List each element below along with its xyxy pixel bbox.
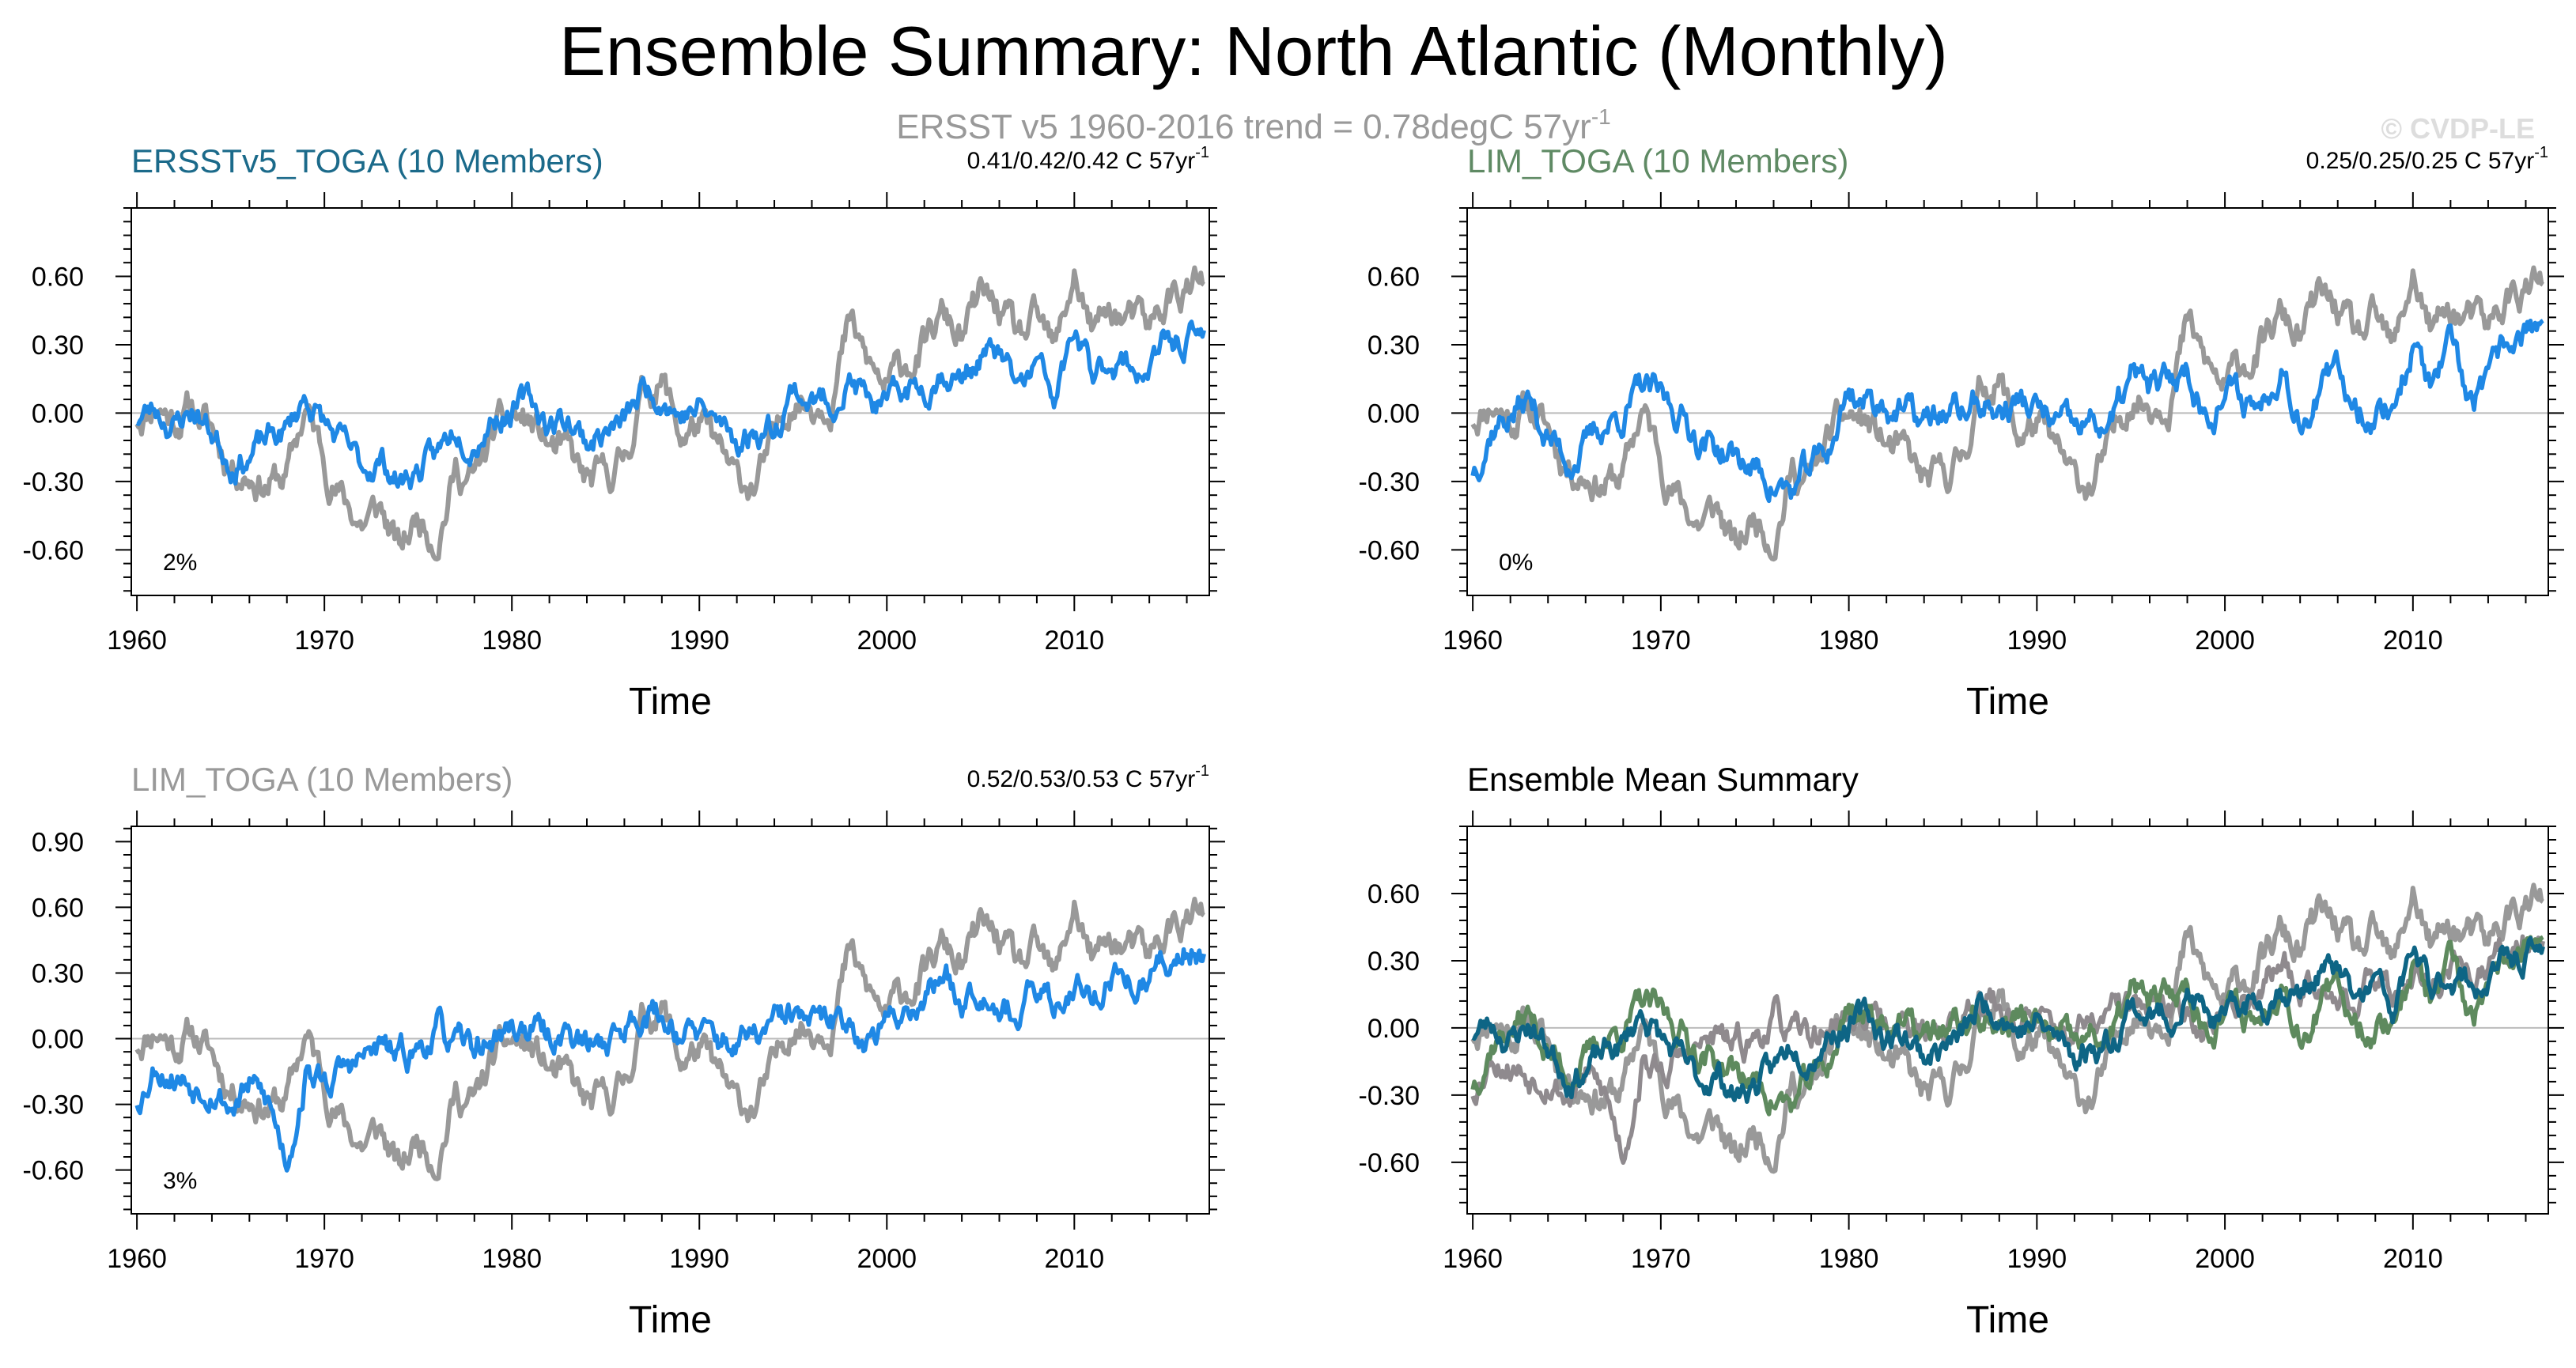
series-line-ensemble-mean [135,319,1206,491]
y-tick-label: 0.00 [32,399,84,429]
trend-label: 0.52/0.53/0.53 C 57yr-1 [967,762,1209,792]
x-tick-label: 1960 [107,625,167,656]
plot-frame [131,826,1210,1215]
panel-4: 1960 1970 1980 1990 2000 2010 0.60 0.30 0.00 -0.3… [1359,761,2564,1341]
x-axis-label: Time [629,1299,712,1341]
series-line-ensemble-mean [1470,318,2544,504]
y-tick-label: 0.90 [32,827,84,857]
x-tick-label: 2010 [1045,625,1105,656]
x-tick-label: 1990 [2007,625,2067,656]
series-line-ersst-v5 [134,265,1205,562]
panel-title: LIM_TOGA (10 Members) [131,761,513,798]
percent-label: 0% [1499,550,1533,576]
y-tick-label: -0.30 [23,1090,85,1120]
trend-label: 0.25/0.25/0.25 C 57yr-1 [2306,144,2548,174]
trend-label-text: 0.52/0.53/0.53 C 57yr [967,766,1196,792]
trend-label-text: 0.41/0.42/0.42 C 57yr [967,148,1196,174]
panel-2: 1960 1970 1980 1990 2000 2010 0.60 0.30 0.00 -0.3… [1359,142,2564,723]
x-tick-label: 2000 [857,1244,917,1274]
percent-label: 3% [163,1168,197,1194]
trend-label-sup: -1 [2534,144,2548,161]
x-tick-label: 1980 [482,1244,542,1274]
x-tick-label: 1970 [1631,1244,1691,1274]
figure-title: Ensemble Summary: North Atlantic (Monthl… [559,12,1948,90]
series-line-lim-toga-mean-grey- [1470,934,2545,1166]
panel-title: Ensemble Mean Summary [1467,761,1859,798]
plot-frame [1466,207,2549,596]
plot-frame [1466,826,2549,1215]
y-tick-label: -0.30 [1359,467,1420,497]
series-line-ensemble-mean [134,947,1206,1173]
x-tick-label: 1960 [1443,1244,1503,1274]
plot-frame [131,207,1210,596]
y-tick-label: -0.60 [23,1156,85,1186]
figure-subtitle-sup: -1 [1591,104,1611,129]
y-tick-label: 0.00 [1367,1014,1420,1044]
y-tick-label: 0.00 [1367,399,1420,429]
percent-label: 2% [163,550,197,576]
figure-subtitle: ERSST v5 1960-2016 trend = 0.78degC 57yr… [896,104,1610,146]
series-group [1470,882,2545,1174]
x-tick-label: 1990 [2007,1244,2067,1274]
x-tick-label: 1980 [1819,1244,1879,1274]
x-tick-label: 2000 [857,625,917,656]
y-tick-label: -0.60 [1359,1148,1420,1178]
y-tick-label: 0.30 [1367,947,1420,977]
y-tick-label: -0.30 [1359,1081,1420,1111]
y-tick-label: 0.30 [32,331,84,361]
y-tick-label: -0.60 [1359,535,1420,565]
trend-label: 0.41/0.42/0.42 C 57yr-1 [967,144,1209,174]
trend-label-sup: -1 [1195,762,1209,780]
panel-title: ERSSTv5_TOGA (10 Members) [131,142,603,180]
y-tick-label: 0.60 [32,893,84,923]
series-line-lim-toga-mean-green- [1470,935,2544,1117]
x-axis-label: Time [629,681,712,723]
y-tick-label: 0.30 [32,958,84,988]
series-line-ersst-v5 [1470,265,2544,562]
figure-subtitle-text: ERSST v5 1960-2016 trend = 0.78degC 57yr [896,108,1591,146]
x-tick-label: 1970 [1631,625,1691,656]
y-tick-label: 0.60 [32,262,84,292]
y-tick-label: 0.60 [1367,879,1420,909]
series-group [134,265,1206,562]
y-tick-label: -0.60 [23,535,85,565]
x-tick-label: 1970 [294,1244,354,1274]
panel-3: 1960 1970 1980 1990 2000 2010 0.90 0.60 0.30 0.00… [23,761,1225,1341]
series-group [1470,265,2544,562]
panel-1: 1960 1970 1980 1990 2000 2010 0.60 0.30 0.00 -0.3… [23,142,1225,723]
x-tick-label: 1970 [294,625,354,656]
copyright-label: © CVDP-LE [2381,112,2535,145]
y-tick-label: -0.30 [23,467,85,497]
x-tick-label: 1980 [1819,625,1879,656]
x-tick-label: 2010 [2383,1244,2443,1274]
x-tick-label: 2010 [1045,1244,1105,1274]
series-line-ersstv5-toga-mean [1471,935,2545,1104]
y-tick-label: 0.00 [32,1025,84,1055]
series-group [134,897,1206,1181]
trend-label-text: 0.25/0.25/0.25 C 57yr [2306,148,2535,174]
x-tick-label: 1980 [482,625,542,656]
x-tick-label: 2000 [2195,625,2255,656]
x-tick-label: 1960 [1443,625,1503,656]
trend-label-sup: -1 [1195,144,1209,161]
x-axis-label: Time [1966,681,2049,723]
panel-title: LIM_TOGA (10 Members) [1467,142,1848,180]
x-tick-label: 2010 [2383,625,2443,656]
panels: 1960 1970 1980 1990 2000 2010 0.60 0.30 0.00 -0.3… [23,142,2564,1341]
y-tick-label: 0.60 [1367,262,1420,292]
x-axis-label: Time [1966,1299,2049,1341]
x-tick-label: 1990 [669,625,729,656]
x-tick-label: 2000 [2195,1244,2255,1274]
x-tick-label: 1960 [107,1244,167,1274]
x-tick-label: 1990 [669,1244,729,1274]
y-tick-label: 0.30 [1367,331,1420,361]
